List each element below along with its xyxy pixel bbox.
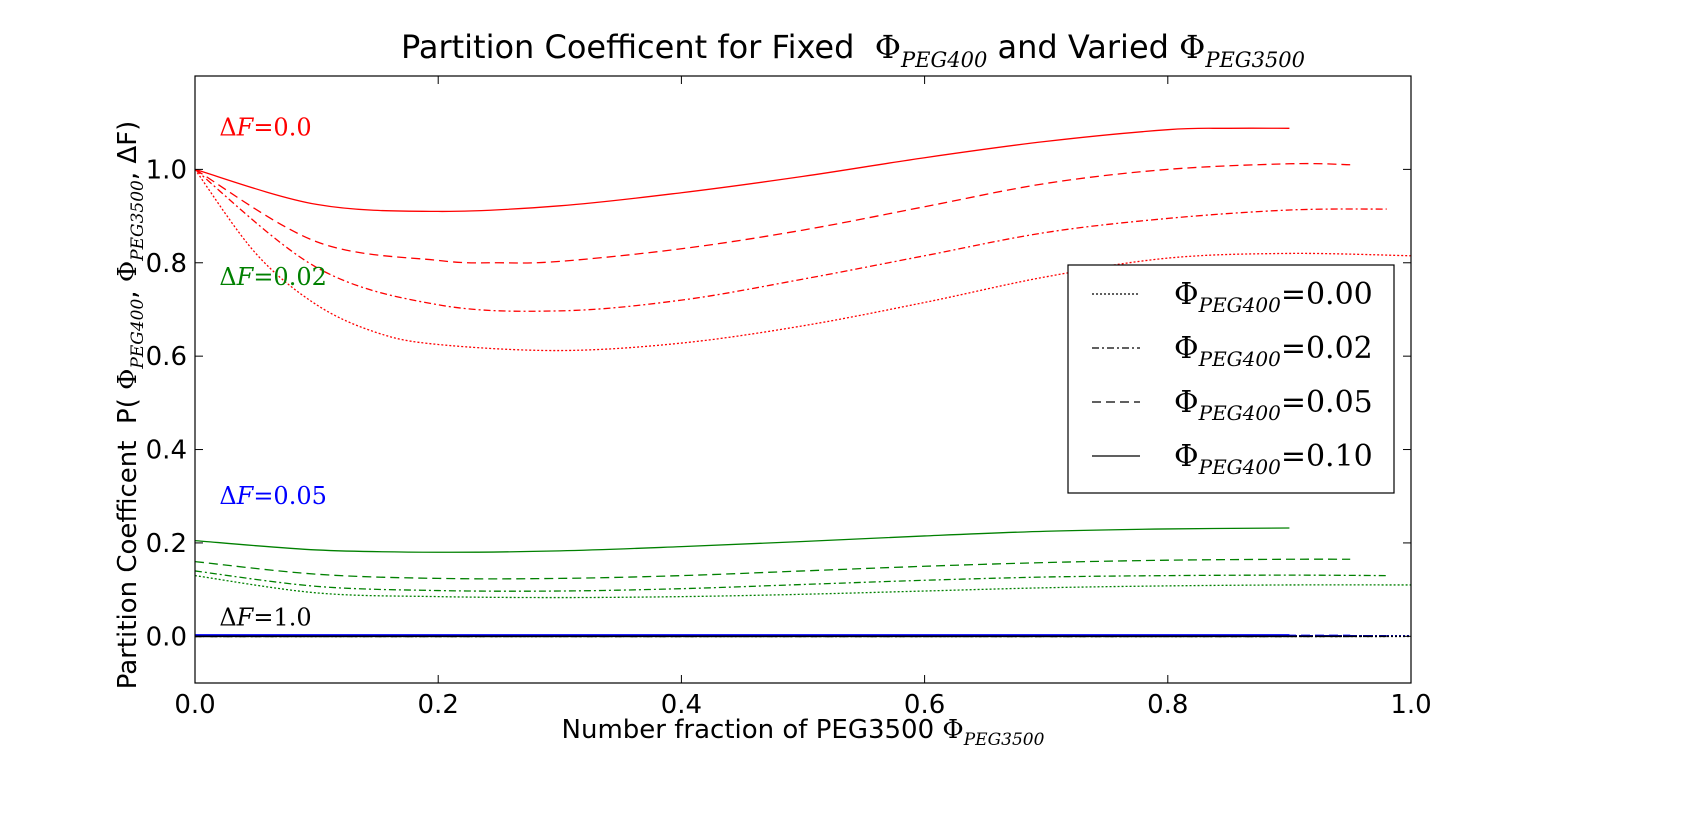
chart-title-sub-1: PEG400 — [900, 48, 987, 72]
series-line-5 — [194, 558, 1351, 580]
y-axis-label-sep: , — [113, 282, 143, 299]
y-axis-label-phi-1: Φ — [113, 369, 143, 390]
annotation-var-2: F — [236, 482, 255, 510]
chart-title-text-2: and Varied — [987, 28, 1179, 66]
x-tick-label-0: 0.0 — [174, 690, 215, 720]
legend-sub-3: PEG400 — [1198, 455, 1281, 479]
legend-sub-0: PEG400 — [1198, 293, 1281, 317]
y-tick-label-1: 0.2 — [146, 529, 187, 559]
annotation-label-0: ΔF=0.0 — [219, 113, 311, 141]
annotation-value-2: =0.05 — [253, 482, 327, 510]
y-axis-label-sub-2: PEG3500 — [128, 180, 148, 262]
legend-label-2: ΦPEG400=0.05 — [1174, 385, 1373, 425]
annotation-value-3: =1.0 — [253, 604, 311, 632]
annotation-var-1: F — [236, 263, 255, 291]
annotation-delta-0: Δ — [219, 113, 236, 141]
x-tick-label-2: 0.4 — [661, 690, 702, 720]
x-tick-label-3: 0.6 — [904, 690, 945, 720]
annotation-value-0: =0.0 — [253, 113, 311, 141]
legend-value-3: =0.10 — [1281, 439, 1373, 474]
annotation-value-1: =0.02 — [253, 263, 327, 291]
plot-frame — [194, 75, 1412, 684]
series-line-0 — [194, 127, 1290, 213]
x-axis-label-sub: PEG3500 — [963, 730, 1045, 750]
y-axis-label-sub-1: PEG400 — [128, 299, 148, 370]
y-axis-label-phi-2: Φ — [113, 261, 143, 282]
y-axis-label: Partition Coefficent P( ΦPEG400, ΦPEG350… — [113, 121, 148, 690]
legend-value-2: =0.05 — [1281, 385, 1373, 420]
legend: ΦPEG400=0.00ΦPEG400=0.02ΦPEG400=0.05ΦPEG… — [1067, 264, 1395, 494]
legend-value-0: =0.00 — [1281, 277, 1373, 312]
legend-label-0: ΦPEG400=0.00 — [1174, 277, 1373, 317]
legend-sub-2: PEG400 — [1198, 401, 1281, 425]
legend-phi-0: Φ — [1174, 277, 1199, 312]
chart-title-phi-2: Φ — [1179, 28, 1205, 66]
y-axis-label-text: Partition Coefficent P( — [113, 390, 143, 689]
legend-label-1: ΦPEG400=0.02 — [1174, 331, 1373, 371]
y-tick-label-0: 0.0 — [146, 622, 187, 652]
annotation-delta-3: Δ — [219, 604, 236, 632]
chart-title-text-1: Partition Coefficent for Fixed — [401, 28, 875, 66]
series-line-4 — [194, 527, 1290, 553]
x-tick-label-1: 0.2 — [418, 690, 459, 720]
annotation-var-3: F — [236, 604, 255, 632]
annotation-label-3: ΔF=1.0 — [219, 604, 311, 632]
series-line-3 — [194, 169, 1412, 352]
legend-phi-2: Φ — [1174, 385, 1199, 420]
annotation-delta-2: Δ — [219, 482, 236, 510]
annotation-var-0: F — [236, 113, 255, 141]
y-tick-label-3: 0.6 — [146, 342, 187, 372]
tick-layer: 0.0 0.2 0.4 0.6 0.8 1.0 0.0 0.2 0.4 0.6 0.8 1.0 — [146, 76, 1432, 720]
chart-title: Partition Coefficent for Fixed ΦPEG400 a… — [401, 28, 1305, 72]
legend-phi-1: Φ — [1174, 331, 1199, 366]
y-tick-label-4: 0.8 — [146, 249, 187, 279]
x-tick-label-4: 0.8 — [1147, 690, 1188, 720]
series-line-7 — [194, 574, 1412, 599]
x-tick-label-5: 1.0 — [1390, 690, 1431, 720]
legend-box — [1067, 264, 1395, 494]
series-line-6 — [194, 570, 1387, 592]
annotation-label-1: ΔF=0.02 — [219, 263, 327, 291]
series-layer — [194, 127, 1412, 638]
annotation-delta-1: Δ — [219, 263, 236, 291]
series-line-2 — [194, 168, 1387, 312]
legend-value-1: =0.02 — [1281, 331, 1373, 366]
x-axis-label-phi: Φ — [942, 715, 963, 745]
y-tick-label-5: 1.0 — [146, 155, 187, 185]
x-axis-label: Number fraction of PEG3500 ΦPEG3500 — [562, 715, 1045, 750]
series-line-1 — [194, 162, 1351, 264]
legend-sub-1: PEG400 — [1198, 347, 1281, 371]
chart-title-phi-1: Φ — [875, 28, 901, 66]
legend-label-3: ΦPEG400=0.10 — [1174, 439, 1373, 479]
chart-title-sub-2: PEG3500 — [1204, 48, 1305, 72]
legend-phi-3: Φ — [1174, 439, 1199, 474]
y-axis-label-tail: , ΔF) — [113, 121, 143, 180]
x-axis-label-text: Number fraction of PEG3500 — [562, 715, 943, 745]
annotation-label-2: ΔF=0.05 — [219, 482, 327, 510]
y-tick-label-2: 0.4 — [146, 436, 187, 466]
